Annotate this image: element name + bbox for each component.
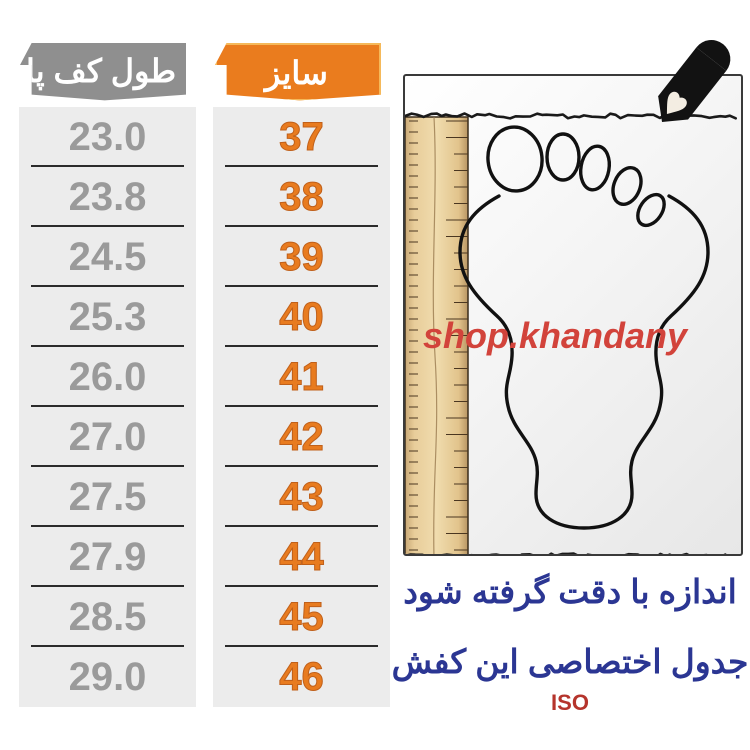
svg-text:shop.khandany: shop.khandany [423, 315, 689, 356]
